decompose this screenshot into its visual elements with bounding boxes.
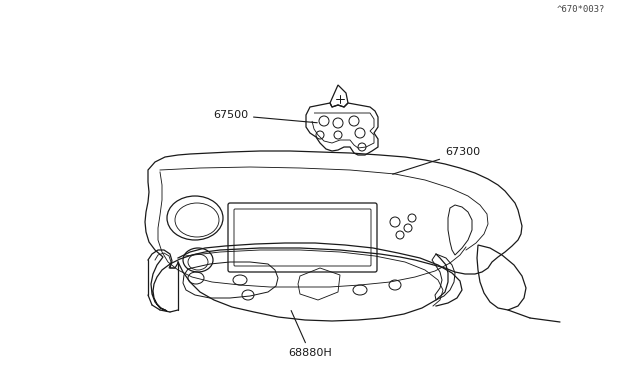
Text: ^670*003?: ^670*003?	[556, 5, 605, 14]
Text: 67500: 67500	[213, 110, 317, 123]
Text: 67300: 67300	[393, 147, 480, 174]
Text: 68880H: 68880H	[288, 311, 332, 358]
